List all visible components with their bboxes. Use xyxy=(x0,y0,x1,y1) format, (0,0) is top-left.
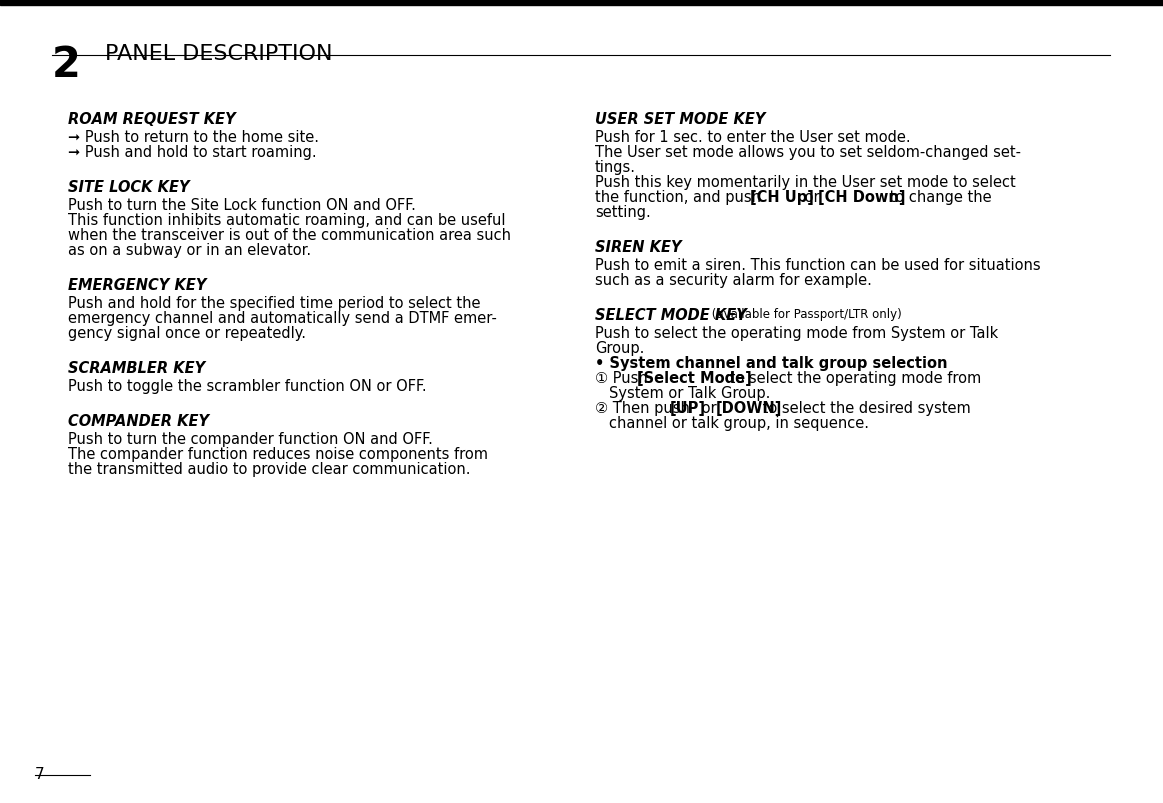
Text: ➞ Push to return to the home site.: ➞ Push to return to the home site. xyxy=(67,130,319,145)
Text: SITE LOCK KEY: SITE LOCK KEY xyxy=(67,180,190,195)
Text: USER SET MODE KEY: USER SET MODE KEY xyxy=(595,112,765,127)
Bar xyxy=(0,0,1163,6)
Text: setting.: setting. xyxy=(595,205,651,220)
Text: Push to select the operating mode from System or Talk: Push to select the operating mode from S… xyxy=(595,325,998,340)
Text: [Select Mode]: [Select Mode] xyxy=(637,370,751,385)
Text: Push this key momentarily in the User set mode to select: Push this key momentarily in the User se… xyxy=(595,175,1015,190)
Text: the transmitted audio to provide clear communication.: the transmitted audio to provide clear c… xyxy=(67,462,471,476)
Text: [CH Up]: [CH Up] xyxy=(750,190,814,205)
Text: Push to turn the compander function ON and OFF.: Push to turn the compander function ON a… xyxy=(67,431,433,446)
Text: 7: 7 xyxy=(35,766,44,781)
Text: 2: 2 xyxy=(52,44,81,86)
Text: Push for 1 sec. to enter the User set mode.: Push for 1 sec. to enter the User set mo… xyxy=(595,130,911,145)
Text: the function, and push: the function, and push xyxy=(595,190,765,205)
Text: ➞ Push and hold to start roaming.: ➞ Push and hold to start roaming. xyxy=(67,145,316,160)
Text: Push and hold for the specified time period to select the: Push and hold for the specified time per… xyxy=(67,296,480,311)
Text: when the transceiver is out of the communication area such: when the transceiver is out of the commu… xyxy=(67,228,511,243)
Text: [UP]: [UP] xyxy=(670,401,706,415)
Text: [DOWN]: [DOWN] xyxy=(716,401,783,415)
Text: channel or talk group, in sequence.: channel or talk group, in sequence. xyxy=(609,415,869,430)
Text: Push to toggle the scrambler function ON or OFF.: Push to toggle the scrambler function ON… xyxy=(67,378,427,393)
Text: ① Push: ① Push xyxy=(595,370,652,385)
Text: Push to emit a siren. This function can be used for situations: Push to emit a siren. This function can … xyxy=(595,258,1041,273)
Text: • System channel and talk group selection: • System channel and talk group selectio… xyxy=(595,356,948,370)
Text: EMERGENCY KEY: EMERGENCY KEY xyxy=(67,278,207,292)
Text: This function inhibits automatic roaming, and can be useful: This function inhibits automatic roaming… xyxy=(67,213,506,228)
Text: SELECT MODE KEY: SELECT MODE KEY xyxy=(595,308,747,323)
Text: The compander function reduces noise components from: The compander function reduces noise com… xyxy=(67,446,488,462)
Text: to select the desired system: to select the desired system xyxy=(758,401,971,415)
Text: SIREN KEY: SIREN KEY xyxy=(595,240,682,255)
Text: ② Then push: ② Then push xyxy=(595,401,694,415)
Text: ROAM REQUEST KEY: ROAM REQUEST KEY xyxy=(67,112,236,127)
Text: as on a subway or in an elevator.: as on a subway or in an elevator. xyxy=(67,243,312,258)
Text: emergency channel and automatically send a DTMF emer-: emergency channel and automatically send… xyxy=(67,311,497,325)
Text: or: or xyxy=(697,401,721,415)
Text: or: or xyxy=(800,190,825,205)
Text: such as a security alarm for example.: such as a security alarm for example. xyxy=(595,273,872,287)
Text: The User set mode allows you to set seldom-changed set-: The User set mode allows you to set seld… xyxy=(595,145,1021,160)
Text: to change the: to change the xyxy=(885,190,992,205)
Text: [CH Down]: [CH Down] xyxy=(818,190,906,205)
Text: Group.: Group. xyxy=(595,340,644,356)
Text: tings.: tings. xyxy=(595,160,636,175)
Text: Push to turn the Site Lock function ON and OFF.: Push to turn the Site Lock function ON a… xyxy=(67,198,416,213)
Text: System or Talk Group.: System or Talk Group. xyxy=(609,385,770,401)
Text: SCRAMBLER KEY: SCRAMBLER KEY xyxy=(67,361,205,376)
Text: COMPANDER KEY: COMPANDER KEY xyxy=(67,414,209,429)
Text: (available for Passport/LTR only): (available for Passport/LTR only) xyxy=(708,308,901,320)
Text: gency signal once or repeatedly.: gency signal once or repeatedly. xyxy=(67,325,306,340)
Text: PANEL DESCRIPTION: PANEL DESCRIPTION xyxy=(105,44,333,64)
Text: to select the operating mode from: to select the operating mode from xyxy=(725,370,982,385)
